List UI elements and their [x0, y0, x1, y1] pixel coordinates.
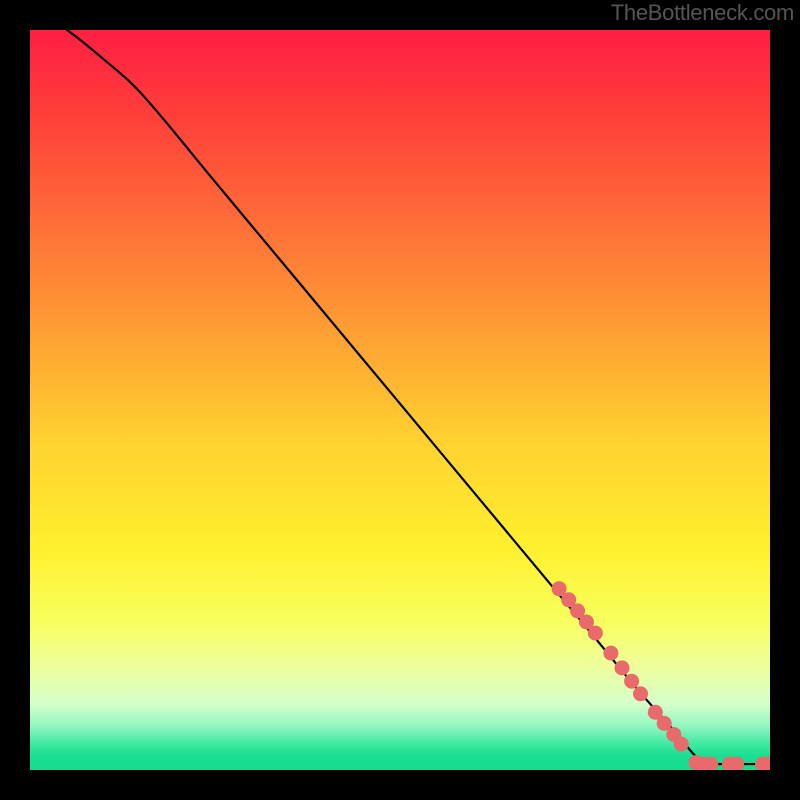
- data-marker: [615, 660, 630, 675]
- gradient-background: [30, 30, 770, 770]
- chart-plot-area: [30, 30, 770, 770]
- data-marker: [633, 686, 648, 701]
- data-marker: [624, 674, 639, 689]
- data-marker: [674, 737, 689, 752]
- attribution-watermark: TheBottleneck.com: [611, 0, 794, 26]
- gradient-line-chart: [30, 30, 770, 770]
- data-marker: [603, 646, 618, 661]
- data-marker: [588, 626, 603, 641]
